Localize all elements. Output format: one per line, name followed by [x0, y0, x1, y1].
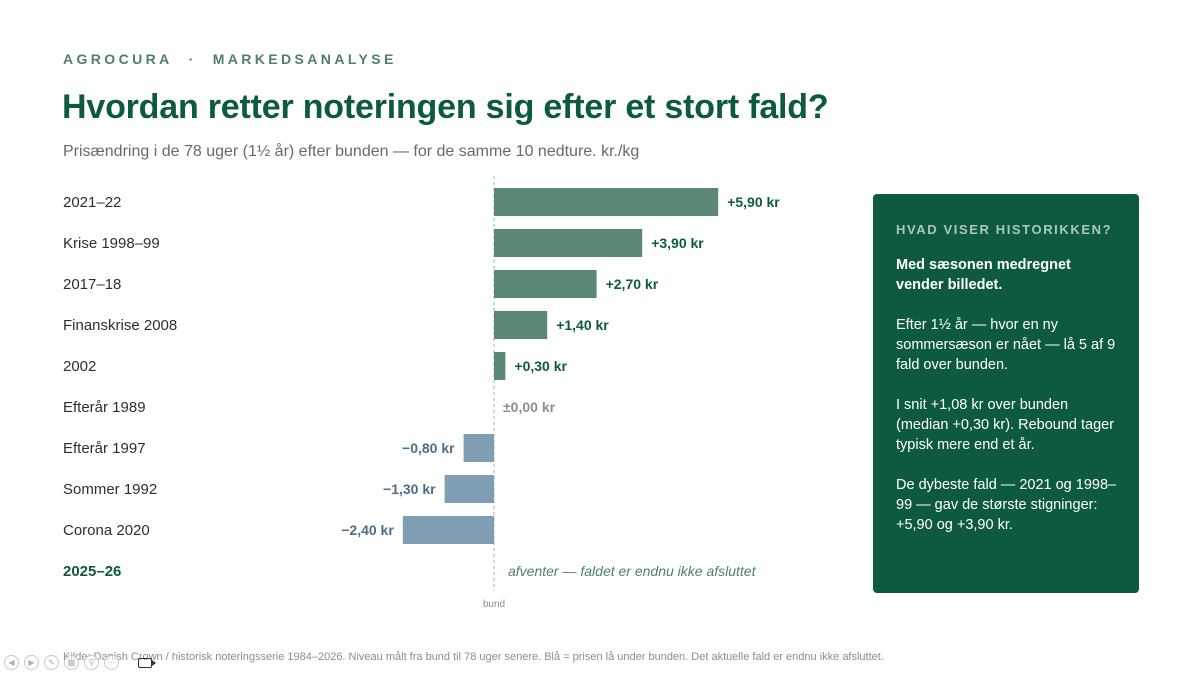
- bar-negative: [402, 516, 494, 544]
- category-label: Efterår 1989: [63, 399, 146, 416]
- bar-positive: [494, 229, 643, 257]
- data-label: +2,70 kr: [606, 276, 659, 292]
- pen-icon[interactable]: ✎: [44, 655, 59, 670]
- previous-slide-icon[interactable]: ◀: [4, 655, 19, 670]
- category-label: Finanskrise 2008: [63, 317, 177, 334]
- panel-heading: HVAD VISER HISTORIKKEN?: [896, 222, 1113, 237]
- bar-positive: [494, 270, 597, 298]
- zoom-icon[interactable]: ⚲: [84, 655, 99, 670]
- data-label: +3,90 kr: [651, 235, 704, 251]
- next-slide-icon[interactable]: ▶: [24, 655, 39, 670]
- category-label: 2025–26: [63, 563, 121, 580]
- section-label: MARKEDSANALYSE: [212, 51, 397, 67]
- eyebrow-separator: ·: [188, 51, 197, 67]
- category-label: Corona 2020: [63, 522, 150, 539]
- more-options-icon[interactable]: ⋯: [104, 655, 119, 670]
- panel-lead: Med sæsonen medregnet vender billedet.: [896, 257, 1071, 293]
- brand-label: AGROCURA: [63, 51, 173, 67]
- panel-paragraph: I snit +1,08 kr over bunden (median +0,3…: [896, 397, 1115, 453]
- bar-chart: bund 2021–22 +5,90 kr Krise 1998–99 +3,90 kr…: [63, 176, 780, 610]
- data-label: +0,30 kr: [514, 358, 567, 374]
- data-label: ±0,00 kr: [503, 399, 556, 415]
- category-label: Efterår 1997: [63, 440, 146, 457]
- data-label: −1,30 kr: [383, 481, 436, 497]
- category-label: Sommer 1992: [63, 481, 157, 498]
- category-label: Krise 1998–99: [63, 235, 160, 252]
- bar-negative: [463, 434, 494, 462]
- baseline-label: bund: [483, 599, 505, 610]
- data-label: −2,40 kr: [341, 522, 394, 538]
- pending-label: afventer — faldet er endnu ikke afslutte…: [508, 563, 757, 579]
- slide-nav-controls: ◀ ▶ ✎ ▦ ⚲ ⋯: [4, 655, 156, 670]
- category-label: 2002: [63, 358, 96, 375]
- data-label: −0,80 kr: [402, 440, 455, 456]
- bar-negative: [444, 475, 494, 503]
- eyebrow: AGROCURA · MARKEDSANALYSE: [63, 51, 397, 67]
- slides-grid-icon[interactable]: ▦: [64, 655, 79, 670]
- bar-positive: [494, 311, 548, 339]
- source-note: Kilde: Danish Crown / historisk notering…: [63, 651, 884, 663]
- data-label: +1,40 kr: [556, 317, 609, 333]
- page-title: Hvordan retter noteringen sig efter et s…: [62, 88, 829, 126]
- category-label: 2021–22: [63, 194, 121, 211]
- panel-paragraph: De dybeste fald — 2021 og 1998–99 — gav …: [896, 477, 1117, 533]
- category-label: 2017–18: [63, 276, 121, 293]
- page-subtitle: Prisændring i de 78 uger (1½ år) efter b…: [63, 143, 640, 160]
- bar-positive: [494, 188, 719, 216]
- insight-panel: HVAD VISER HISTORIKKEN? Med sæsonen medr…: [873, 194, 1139, 593]
- panel-paragraph: Efter 1½ år — hvor en ny sommersæson er …: [896, 317, 1116, 373]
- data-label: +5,90 kr: [727, 194, 780, 210]
- camera-icon[interactable]: [138, 657, 156, 668]
- bar-positive: [494, 352, 506, 380]
